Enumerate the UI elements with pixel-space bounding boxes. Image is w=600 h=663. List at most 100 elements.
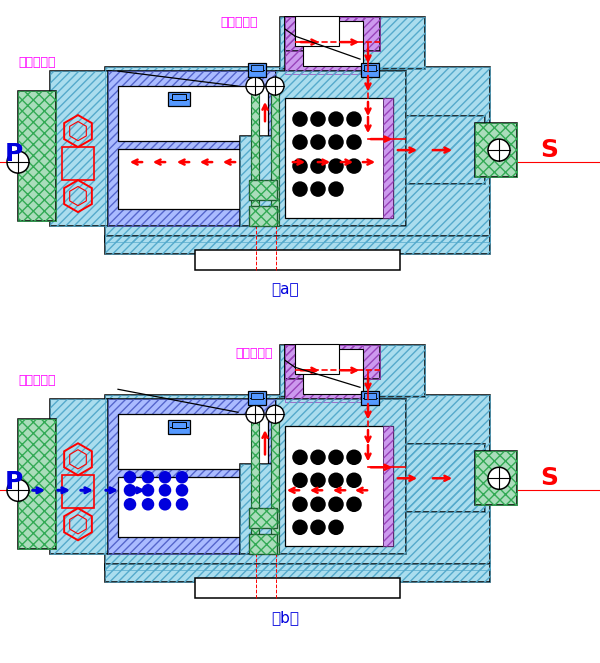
Text: （a）: （a） <box>271 282 299 297</box>
Bar <box>285 17 380 51</box>
Bar <box>105 395 490 570</box>
Circle shape <box>246 405 264 423</box>
Bar <box>248 391 266 405</box>
Circle shape <box>347 473 361 487</box>
Bar <box>475 452 517 505</box>
Bar <box>240 464 276 554</box>
Circle shape <box>293 135 307 149</box>
Bar <box>280 345 425 397</box>
Circle shape <box>329 497 343 511</box>
Circle shape <box>347 159 361 173</box>
Bar <box>105 564 490 582</box>
Circle shape <box>7 151 29 173</box>
Circle shape <box>488 467 510 489</box>
Bar <box>108 399 276 554</box>
Bar <box>285 17 363 74</box>
Bar <box>108 399 276 554</box>
Circle shape <box>488 139 510 161</box>
Circle shape <box>329 473 343 487</box>
Bar <box>405 444 485 512</box>
Bar <box>18 419 56 549</box>
Circle shape <box>347 112 361 126</box>
Bar <box>105 67 490 242</box>
Circle shape <box>311 473 325 487</box>
Circle shape <box>329 182 343 196</box>
Bar <box>105 395 490 570</box>
Circle shape <box>246 77 264 95</box>
Bar <box>251 416 259 554</box>
Circle shape <box>176 472 187 483</box>
Circle shape <box>293 450 307 464</box>
Bar <box>249 180 277 200</box>
Bar <box>240 136 276 226</box>
Bar <box>285 17 363 74</box>
Circle shape <box>293 520 307 534</box>
Bar <box>251 88 259 226</box>
Bar <box>118 414 268 469</box>
Circle shape <box>266 77 284 95</box>
Circle shape <box>311 520 325 534</box>
Circle shape <box>143 472 154 483</box>
Circle shape <box>347 497 361 511</box>
Bar <box>271 88 279 226</box>
Bar <box>383 426 393 546</box>
Bar <box>105 236 490 254</box>
Bar <box>249 206 277 226</box>
Bar <box>405 116 485 184</box>
Bar <box>361 391 379 405</box>
Bar <box>405 444 485 512</box>
Circle shape <box>293 159 307 173</box>
Bar <box>18 91 56 221</box>
Text: S: S <box>540 138 558 162</box>
Circle shape <box>160 472 170 483</box>
Bar <box>383 98 393 218</box>
Circle shape <box>125 472 136 483</box>
Circle shape <box>266 405 284 423</box>
Circle shape <box>311 450 325 464</box>
Bar <box>276 399 406 554</box>
Bar <box>271 416 279 554</box>
Bar <box>251 416 259 554</box>
Bar <box>285 98 393 218</box>
Bar <box>303 21 363 66</box>
Bar <box>118 149 268 209</box>
Bar <box>249 509 277 528</box>
Circle shape <box>125 485 136 496</box>
Bar <box>285 345 363 402</box>
Circle shape <box>311 135 325 149</box>
Circle shape <box>160 499 170 510</box>
Bar <box>108 71 276 226</box>
Text: P: P <box>5 142 23 166</box>
Bar <box>364 65 376 71</box>
Bar <box>285 345 380 379</box>
Bar <box>249 534 277 554</box>
Bar <box>118 477 268 537</box>
Text: 偶数档气管: 偶数档气管 <box>18 375 56 387</box>
Bar <box>249 509 277 528</box>
Bar <box>383 426 393 546</box>
Circle shape <box>125 499 136 510</box>
Bar <box>276 399 406 554</box>
Circle shape <box>329 159 343 173</box>
Circle shape <box>143 485 154 496</box>
Circle shape <box>347 135 361 149</box>
Circle shape <box>143 499 154 510</box>
Bar <box>475 123 517 177</box>
Circle shape <box>329 450 343 464</box>
Bar <box>50 71 112 226</box>
Bar <box>62 147 94 180</box>
Circle shape <box>7 479 29 501</box>
Bar <box>168 92 190 106</box>
Bar <box>364 393 376 399</box>
Bar <box>195 250 400 270</box>
Circle shape <box>293 473 307 487</box>
Bar <box>50 399 112 554</box>
Bar <box>105 67 490 242</box>
Bar <box>251 88 259 226</box>
Circle shape <box>311 159 325 173</box>
Bar <box>475 123 517 177</box>
Bar <box>303 349 363 394</box>
Circle shape <box>347 450 361 464</box>
Bar <box>240 136 276 226</box>
Bar <box>50 71 112 226</box>
